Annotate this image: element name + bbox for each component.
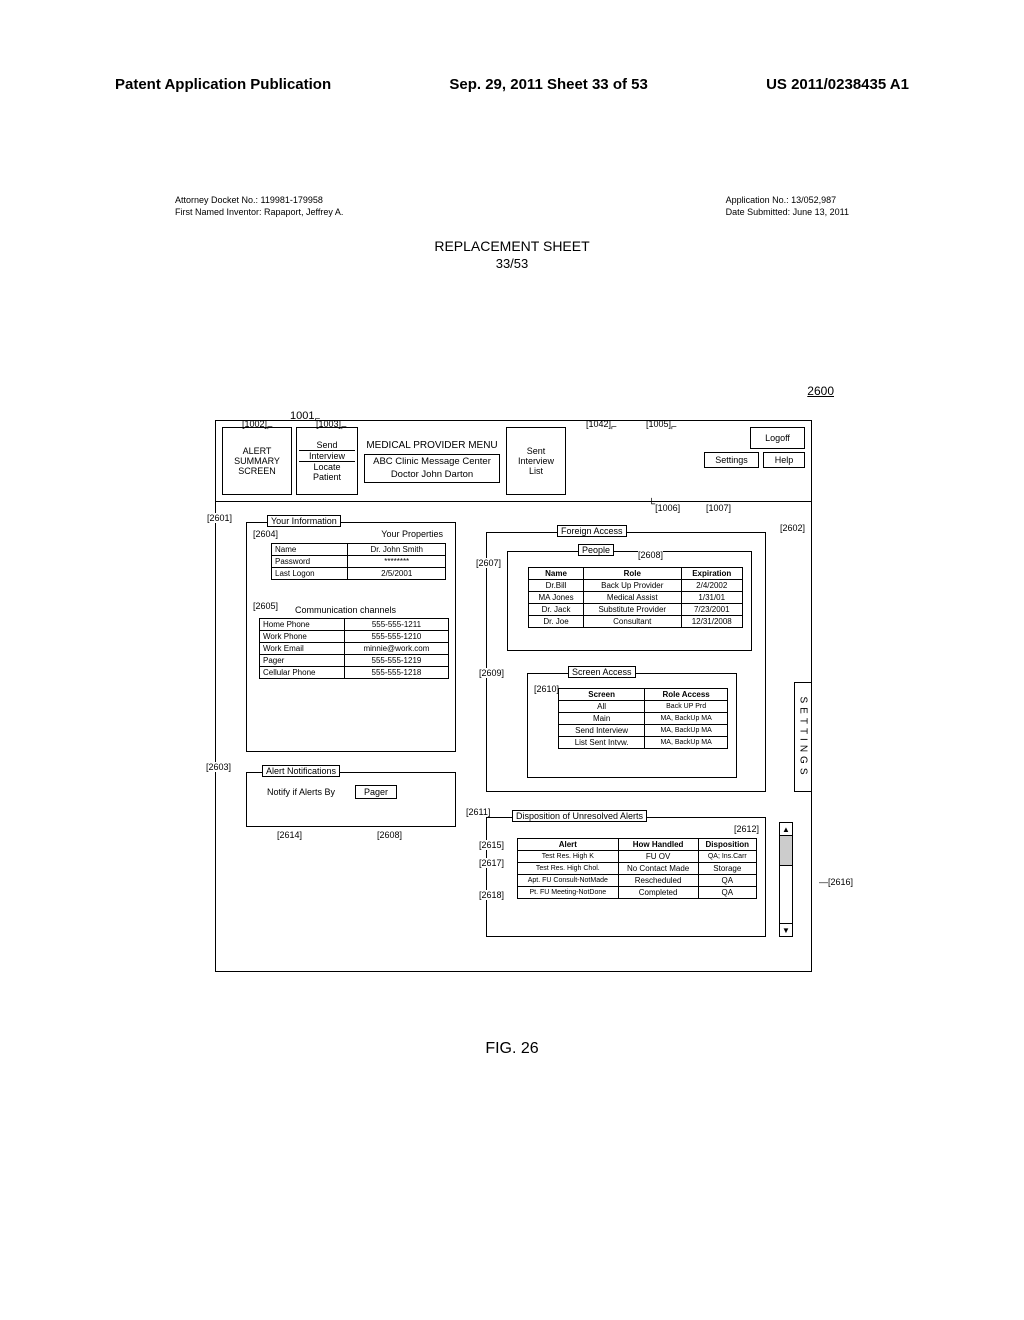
replacement-sheet: REPLACEMENT SHEET 33/53 <box>0 238 1024 271</box>
scroll-thumb[interactable] <box>780 836 792 866</box>
sent-interview-button[interactable]: Sent Interview List <box>506 427 566 495</box>
notify-by-value[interactable]: Pager <box>355 785 397 799</box>
figure-number: 2600 <box>807 384 834 398</box>
alert-notif-label: Alert Notifications <box>262 765 340 777</box>
alert-summary-button[interactable]: ALERT SUMMARY SCREEN <box>222 427 292 495</box>
your-information-fieldset: Your Information [2601] [2604] Your Prop… <box>246 522 456 752</box>
ref-1042: [1042]⌐ <box>586 419 617 433</box>
figure-caption: FIG. 26 <box>0 1040 1024 1058</box>
ref-2601: [2601] <box>207 513 232 523</box>
foreign-access-fieldset: Foreign Access [2602] People [2607] [260… <box>486 532 766 792</box>
ref-2602: [2602] <box>780 523 805 533</box>
foreign-access-label: Foreign Access <box>557 525 627 537</box>
header-right: US 2011/0238435 A1 <box>766 76 909 93</box>
your-properties-label: Your Properties <box>381 529 443 539</box>
ref-2607: [2607] <box>476 558 501 568</box>
people-table: NameRoleExpiration Dr.BillBack Up Provid… <box>528 567 743 628</box>
logoff-button[interactable]: Logoff <box>750 427 805 449</box>
settings-side-tab[interactable]: SETTINGS <box>794 682 812 792</box>
your-properties-table: NameDr. John Smith Password******** Last… <box>271 543 446 580</box>
ref-2615: [2615] <box>479 840 504 850</box>
notify-by-label: Notify if Alerts By <box>267 787 335 798</box>
app-no: Application No.: 13/052,987 <box>726 195 849 207</box>
ref-2617: [2617] <box>479 858 504 868</box>
scroll-down-icon[interactable]: ▼ <box>780 923 792 936</box>
screen-access-table: ScreenRole Access AllBack UP Prd MainMA,… <box>558 688 728 749</box>
provider-menu-bar: [1002]⌐ [1003]⌐ [1042]⌐ [1005]⌐ └[1006] … <box>215 420 812 502</box>
inventor: First Named Inventor: Rapaport, Jeffrey … <box>175 207 343 219</box>
ref-2609: [2609] <box>479 668 504 678</box>
ref-2608: [2608] <box>638 550 663 560</box>
ref-2610: [2610] <box>534 684 559 694</box>
screen-access-fieldset: Screen Access [2610] ScreenRole Access A… <box>527 673 737 778</box>
doc-meta: Attorney Docket No.: 119981-179958 First… <box>175 195 849 218</box>
ref-1002: [1002]⌐ <box>242 419 273 433</box>
ref-1003: [1003]⌐ <box>316 419 347 433</box>
comm-channels-label: Communication channels <box>295 605 396 615</box>
ref-2616: —[2616] <box>819 877 853 887</box>
people-label: People <box>578 544 614 556</box>
scrollbar[interactable]: ▲ ▼ <box>779 822 793 937</box>
disposition-label: Disposition of Unresolved Alerts <box>512 810 647 822</box>
your-info-label: Your Information <box>267 515 341 527</box>
settings-panel: Your Information [2601] [2604] Your Prop… <box>215 502 812 972</box>
alert-notifications-fieldset: Alert Notifications Notify if Alerts By … <box>246 772 456 827</box>
scroll-up-icon[interactable]: ▲ <box>780 823 792 836</box>
disposition-fieldset: Disposition of Unresolved Alerts [2612] … <box>486 817 766 937</box>
send-interview-button[interactable]: Send Interview Locate Patient <box>296 427 358 495</box>
ref-2605: [2605] <box>253 601 278 611</box>
ref-2614: [2614] <box>277 830 302 840</box>
settings-tab-label: SETTINGS <box>798 696 809 778</box>
comm-channels-table: Home Phone555-555-1211 Work Phone555-555… <box>259 618 449 679</box>
help-button[interactable]: Help <box>763 452 805 468</box>
ref-2604: [2604] <box>253 529 278 539</box>
figure-container: 1001⌐ [1002]⌐ [1003]⌐ [1042]⌐ [1005]⌐ └[… <box>215 420 812 972</box>
replacement-title: REPLACEMENT SHEET <box>0 238 1024 254</box>
ref-2603: [2603] <box>206 762 231 772</box>
settings-button[interactable]: Settings <box>704 452 759 468</box>
screen-access-label: Screen Access <box>568 666 636 678</box>
replacement-sub: 33/53 <box>0 256 1024 271</box>
provider-menu-title: MEDICAL PROVIDER MENU ABC Clinic Message… <box>362 427 502 495</box>
ref-1005: [1005]⌐ <box>646 419 677 433</box>
page-header: Patent Application Publication Sep. 29, … <box>115 76 909 93</box>
header-left: Patent Application Publication <box>115 76 331 93</box>
docket-no: Attorney Docket No.: 119981-179958 <box>175 195 343 207</box>
ref-2618: [2618] <box>479 890 504 900</box>
date-submitted: Date Submitted: June 13, 2011 <box>726 207 849 219</box>
ref-2608b: [2608] <box>377 830 402 840</box>
ref-2611: [2611] <box>466 807 490 817</box>
header-center: Sep. 29, 2011 Sheet 33 of 53 <box>449 76 647 93</box>
people-fieldset: People [2607] [2608] NameRoleExpiration … <box>507 551 752 651</box>
disposition-table: AlertHow HandledDisposition Test Res. Hi… <box>517 838 757 899</box>
ref-2612: [2612] <box>734 824 759 834</box>
